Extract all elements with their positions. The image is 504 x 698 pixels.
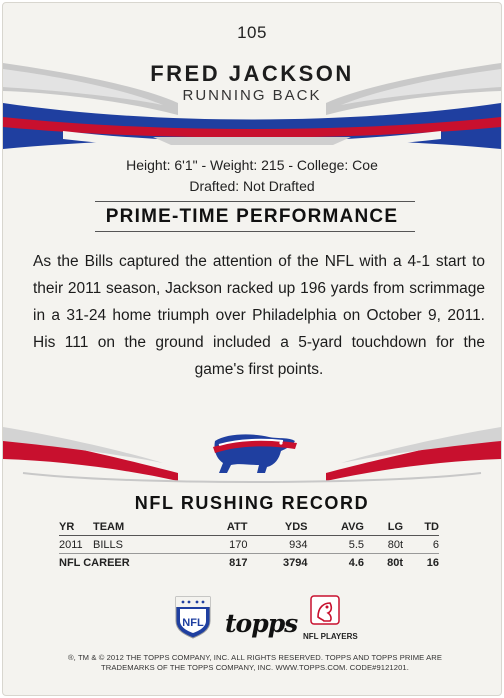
table-row-career: NFL CAREER 817 3794 4.6 80t 16 (59, 553, 439, 571)
col-lg: LG (364, 519, 403, 536)
bio-line-physical: Height: 6'1" - Weight: 215 - College: Co… (126, 157, 378, 173)
cell-career-avg: 4.6 (307, 553, 364, 571)
record-heading: NFL RUSHING RECORD (134, 493, 370, 513)
cell-career-lg: 80t (364, 553, 403, 571)
highlight-heading: PRIME-TIME PERFORMANCE (105, 206, 399, 227)
cell-career-td: 16 (403, 553, 439, 571)
legal-line-1: ®, TM & © 2012 THE TOPPS COMPANY, INC. A… (67, 653, 443, 662)
section-divider-top (95, 201, 415, 202)
col-team: TEAM (93, 519, 197, 536)
player-bio: Height: 6'1" - Weight: 215 - College: Co… (3, 155, 501, 197)
table-header-row: YR TEAM ATT YDS AVG LG TD (59, 519, 439, 536)
section-divider-bottom (95, 231, 415, 232)
col-yds: YDS (247, 519, 308, 536)
legal-text: ®, TM & © 2012 THE TOPPS COMPANY, INC. A… (43, 653, 467, 673)
cell-career-yds: 3794 (247, 553, 308, 571)
col-att: ATT (197, 519, 248, 536)
topps-logo: topps (225, 609, 298, 638)
cell-career-label: NFL CAREER (59, 553, 197, 571)
nfl-shield-text: NFL (182, 617, 204, 629)
player-position: RUNNING BACK (182, 87, 322, 104)
cell-avg: 5.5 (348, 539, 364, 551)
sponsor-logos: NFL topps NFL PLAYERS (3, 591, 501, 641)
cell-team: BILLS (93, 539, 123, 551)
col-yr: YR (59, 519, 93, 536)
col-avg: AVG (307, 519, 364, 536)
col-td: TD (403, 519, 439, 536)
nflpa-label: NFL PLAYERS (303, 632, 358, 641)
nflpa-logo: NFL PLAYERS (303, 595, 358, 641)
table-row: 2011 BILLS 170 934 5.5 80t 6 (59, 536, 439, 554)
cell-career-att: 817 (197, 553, 248, 571)
player-name: FRED JACKSON (150, 61, 354, 86)
rushing-record-table: YR TEAM ATT YDS AVG LG TD 2011 BILLS 170… (59, 519, 439, 571)
cell-lg: 80t (387, 539, 403, 551)
buffalo-bills-logo-icon (213, 434, 297, 473)
cell-yds: 934 (289, 539, 308, 551)
cell-yr: 2011 (59, 539, 83, 551)
highlight-text: As the Bills captured the attention of t… (33, 253, 485, 378)
cell-td: 6 (432, 539, 439, 551)
nfl-shield-icon: NFL (175, 596, 211, 639)
legal-line-2: TRADEMARKS OF THE TOPPS COMPANY, INC. WW… (101, 663, 409, 672)
nflpa-icon (310, 595, 340, 625)
cell-att: 170 (229, 539, 248, 551)
bio-line-drafted: Drafted: Not Drafted (189, 178, 315, 194)
middle-swoosh-graphic (3, 427, 501, 483)
top-swoosh-graphic (3, 63, 501, 150)
card-number: 105 (237, 23, 267, 42)
